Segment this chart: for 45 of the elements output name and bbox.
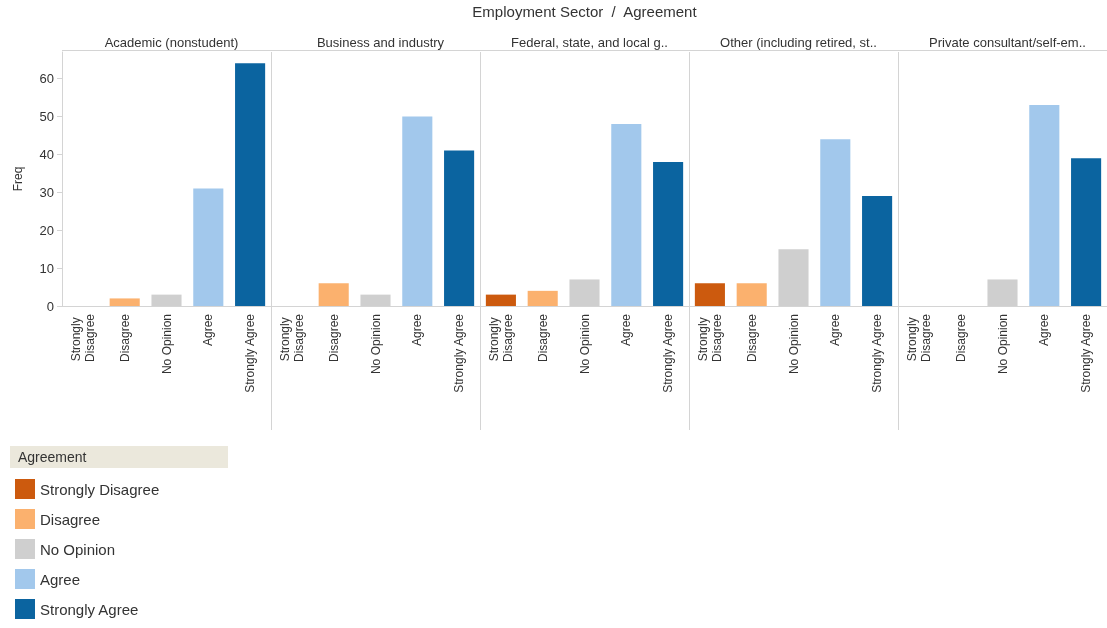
x-tick-label: Strongly Agree	[1079, 313, 1094, 393]
y-tick-label: 60	[39, 71, 54, 87]
chart-title: Private consultant/self-em..	[929, 35, 1086, 50]
y-tick-label: 20	[39, 222, 54, 238]
x-tick-label: Strongly Agree	[243, 313, 258, 393]
y-axis-title: Freq	[11, 166, 25, 192]
x-tick-label: Agree	[828, 313, 843, 347]
x-tick-label: Disagree	[744, 313, 759, 363]
legend-label: Agree	[40, 570, 81, 588]
chart-title: Federal, state, and local g..	[511, 35, 668, 50]
x-tick-label: Strongly Agree	[661, 313, 676, 393]
y-tick-label: 40	[39, 146, 54, 162]
legend-label: Disagree	[40, 510, 101, 528]
x-tick-label: Disagree	[953, 313, 968, 363]
chart-title: Business and industry	[316, 35, 445, 50]
legend-label: No Opinion	[40, 540, 116, 558]
x-tick-label: Strongly Disagree	[277, 313, 306, 363]
x-tick-label: Disagree	[535, 313, 550, 363]
x-tick-label: Strongly Disagree	[904, 313, 933, 363]
x-tick-label: No Opinion	[786, 314, 801, 375]
x-tick-label: Agree	[619, 313, 634, 347]
legend-label: Strongly Agree	[40, 600, 139, 618]
y-tick-label: 30	[39, 184, 54, 200]
y-tick-label: 0	[46, 298, 54, 314]
x-tick-label: Agree	[1037, 313, 1052, 347]
x-tick-label: Strongly Disagree	[68, 313, 97, 363]
y-tick-label: 10	[39, 260, 54, 276]
x-tick-label: Agree	[201, 313, 216, 347]
x-tick-label: Disagree	[117, 313, 132, 363]
chart-title: Other (including retired, st..	[720, 35, 877, 50]
y-tick-label: 50	[39, 108, 54, 124]
x-tick-label: Strongly Disagree	[486, 313, 515, 363]
x-tick-label: Strongly Disagree	[695, 313, 724, 363]
x-tick-label: Strongly Agree	[452, 313, 467, 393]
legend-label: Strongly Disagree	[40, 480, 160, 498]
x-tick-label: No Opinion	[159, 314, 174, 375]
text: Employment Sector / Agreement	[471, 3, 698, 20]
x-tick-label: Strongly Agree	[870, 313, 885, 393]
x-tick-label: No Opinion	[368, 314, 383, 375]
x-tick-label: No Opinion	[995, 314, 1010, 375]
x-tick-label: Agree	[410, 313, 425, 347]
x-tick-label: Disagree	[326, 313, 341, 363]
x-tick-label: No Opinion	[577, 314, 592, 375]
legend-title: Agreement	[10, 446, 228, 468]
chart-title: Academic (nonstudent)	[104, 35, 239, 50]
